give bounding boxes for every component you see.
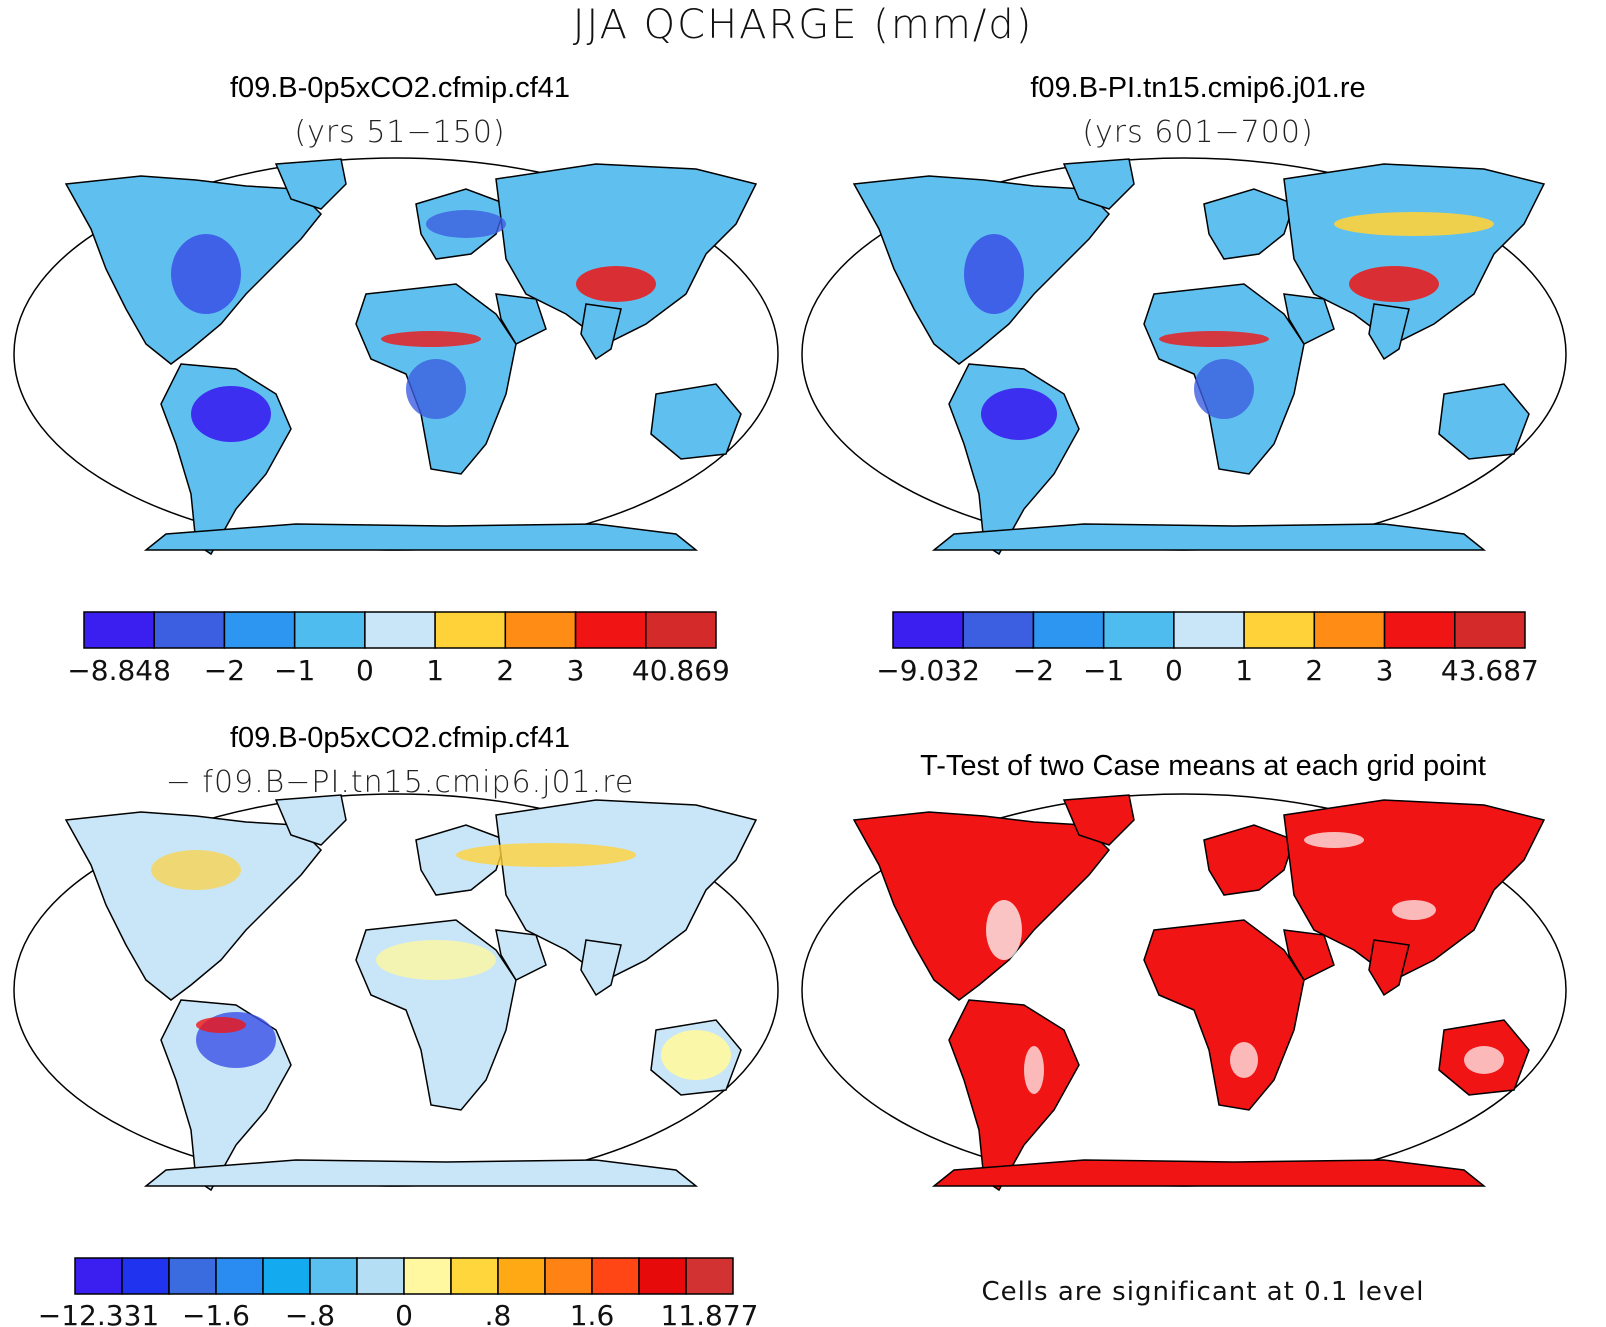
colorbar-top-right-tick-label: 3 — [1376, 654, 1394, 687]
colorbar-top-right: −9.032 −2 −1 0 1 2 3 43.687 — [876, 611, 1539, 687]
colorbar-bottom-left-swatch — [74, 1257, 123, 1295]
colorbar-bottom-left-swatch — [638, 1257, 687, 1295]
colorbar-bottom-left-swatch — [168, 1257, 217, 1295]
panel-top-right-map — [801, 157, 1567, 555]
colorbar-top-left: −8.848 −2 −1 0 1 2 3 40.869 — [67, 611, 730, 687]
colorbar-top-left-tick-label: −2 — [204, 654, 245, 687]
panel-bottom-right-title: T-Test of two Case means at each grid po… — [920, 750, 1486, 782]
colorbar-top-left-tick-label: 2 — [496, 654, 514, 687]
colorbar-top-right-swatch — [1173, 611, 1245, 649]
colorbar-bottom-left-tick-label: 0 — [395, 1299, 413, 1327]
panel-bottom-left-map — [13, 793, 779, 1191]
colorbar-top-left-swatch — [645, 611, 717, 649]
colorbar-bottom-left-tick-label: 11.877 — [661, 1299, 759, 1327]
colorbar-top-right-tick-label: 43.687 — [1441, 654, 1539, 687]
panel-top-left-title: f09.B-0p5xCO2.cfmip.cf41 — [229, 72, 571, 104]
colorbar-top-right-swatch — [1313, 611, 1386, 649]
colorbar-bottom-left-tick-label: −12.331 — [38, 1299, 159, 1327]
colorbar-bottom-left-tick-label: −1.6 — [182, 1299, 250, 1327]
colorbar-bottom-left: −12.331 −1.6 −.8 0 .8 1.6 11.877 — [38, 1257, 759, 1327]
colorbar-top-right-swatch — [1454, 611, 1526, 649]
colorbar-top-right-tick-label: 2 — [1305, 654, 1323, 687]
colorbar-bottom-left-swatch — [309, 1257, 358, 1295]
panel-top-right-subtitle: (yrs 601−700) — [1082, 115, 1314, 150]
colorbar-top-right-swatch — [962, 611, 1035, 649]
colorbar-top-left-swatch — [223, 611, 296, 649]
colorbar-top-right-swatch — [892, 611, 964, 649]
colorbar-top-right-swatch — [1032, 611, 1105, 649]
colorbar-bottom-left-swatch — [215, 1257, 264, 1295]
colorbar-top-right-tick-label: 0 — [1165, 654, 1183, 687]
colorbar-top-left-swatch — [574, 611, 647, 649]
colorbar-bottom-left-swatch — [262, 1257, 311, 1295]
colorbar-bottom-left-swatch — [356, 1257, 405, 1295]
colorbar-top-left-swatch — [504, 611, 577, 649]
colorbar-top-left-tick-label: 0 — [356, 654, 374, 687]
panel-top-right-title: f09.B-PI.tn15.cmip6.j01.re — [1030, 72, 1366, 104]
colorbar-bottom-left-swatch — [450, 1257, 499, 1295]
colorbar-top-left-tick-label: −8.848 — [67, 654, 171, 687]
panel-top-left-map — [13, 157, 779, 555]
significance-note: Cells are significant at 0.1 level — [981, 1277, 1425, 1307]
colorbar-top-left-swatch — [293, 611, 366, 649]
colorbar-top-right-swatch — [1243, 611, 1316, 649]
colorbar-top-right-swatch — [1102, 611, 1175, 649]
colorbar-bottom-left-tick-label: −.8 — [285, 1299, 335, 1327]
figure-title: JJA QCHARGE (mm/d) — [572, 2, 1034, 48]
colorbar-bottom-left-swatch — [591, 1257, 640, 1295]
colorbar-bottom-left-tick-label: .8 — [485, 1299, 512, 1327]
colorbar-top-left-swatch — [153, 611, 226, 649]
colorbar-bottom-left-swatch — [403, 1257, 452, 1295]
panel-bottom-left-title: f09.B-0p5xCO2.cfmip.cf41 — [229, 722, 571, 754]
colorbar-bottom-left-tick-label: 1.6 — [570, 1299, 615, 1327]
colorbar-top-right-swatch — [1383, 611, 1456, 649]
colorbar-top-right-tick-label: 1 — [1235, 654, 1253, 687]
colorbar-top-left-swatch — [434, 611, 507, 649]
colorbar-top-right-tick-label: −2 — [1013, 654, 1054, 687]
colorbar-bottom-left-swatch — [121, 1257, 170, 1295]
colorbar-top-left-swatch — [364, 611, 436, 649]
colorbar-bottom-left-swatch — [685, 1257, 734, 1295]
panel-top-left-subtitle: (yrs 51−150) — [294, 115, 506, 150]
colorbar-top-right-tick-label: −9.032 — [876, 654, 980, 687]
colorbar-top-right-tick-label: −1 — [1083, 654, 1124, 687]
colorbar-bottom-left-swatch — [497, 1257, 546, 1295]
colorbar-top-left-tick-label: 3 — [567, 654, 585, 687]
colorbar-top-left-tick-label: 40.869 — [632, 654, 730, 687]
colorbar-top-left-tick-label: 1 — [426, 654, 444, 687]
panel-bottom-right-map — [801, 793, 1567, 1191]
colorbar-top-left-tick-label: −1 — [274, 654, 315, 687]
colorbar-bottom-left-swatch — [544, 1257, 593, 1295]
colorbar-top-left-swatch — [83, 611, 155, 649]
